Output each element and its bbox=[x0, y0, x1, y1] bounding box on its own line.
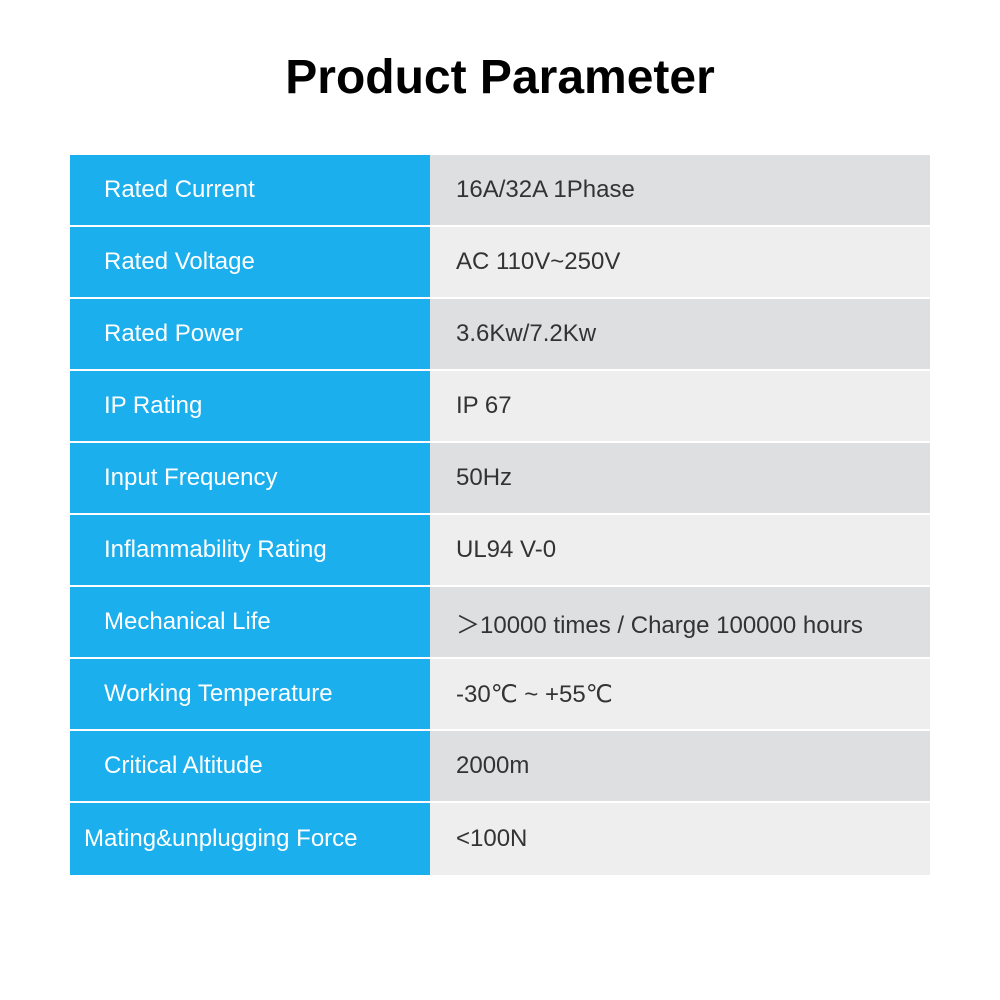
page-title: Product Parameter bbox=[285, 50, 715, 105]
param-value: IP 67 bbox=[430, 371, 930, 443]
table-row: IP Rating IP 67 bbox=[70, 371, 930, 443]
param-label: Rated Current bbox=[70, 155, 430, 227]
param-label: Critical Altitude bbox=[70, 731, 430, 803]
param-value: ＞10000 times / Charge 100000 hours bbox=[430, 587, 930, 659]
table-row: Rated Power 3.6Kw/7.2Kw bbox=[70, 299, 930, 371]
param-label: Mechanical Life bbox=[70, 587, 430, 659]
param-label: IP Rating bbox=[70, 371, 430, 443]
table-row: Mechanical Life ＞10000 times / Charge 10… bbox=[70, 587, 930, 659]
param-value: 2000m bbox=[430, 731, 930, 803]
param-label: Rated Power bbox=[70, 299, 430, 371]
table-row: Input Frequency 50Hz bbox=[70, 443, 930, 515]
table-row: Mating&unplugging Force <100N bbox=[70, 803, 930, 875]
param-value: -30℃ ~ +55℃ bbox=[430, 659, 930, 731]
param-label: Rated Voltage bbox=[70, 227, 430, 299]
param-label: Mating&unplugging Force bbox=[70, 803, 430, 875]
table-row: Rated Voltage AC 110V~250V bbox=[70, 227, 930, 299]
table-row: Inflammability Rating UL94 V-0 bbox=[70, 515, 930, 587]
param-value: 16A/32A 1Phase bbox=[430, 155, 930, 227]
param-label: Working Temperature bbox=[70, 659, 430, 731]
param-value: AC 110V~250V bbox=[430, 227, 930, 299]
param-label: Inflammability Rating bbox=[70, 515, 430, 587]
param-label: Input Frequency bbox=[70, 443, 430, 515]
param-value: 50Hz bbox=[430, 443, 930, 515]
table-row: Working Temperature -30℃ ~ +55℃ bbox=[70, 659, 930, 731]
param-value: UL94 V-0 bbox=[430, 515, 930, 587]
param-value: <100N bbox=[430, 803, 930, 875]
table-row: Critical Altitude 2000m bbox=[70, 731, 930, 803]
table-row: Rated Current 16A/32A 1Phase bbox=[70, 155, 930, 227]
parameter-table: Rated Current 16A/32A 1Phase Rated Volta… bbox=[70, 155, 930, 875]
param-value: 3.6Kw/7.2Kw bbox=[430, 299, 930, 371]
